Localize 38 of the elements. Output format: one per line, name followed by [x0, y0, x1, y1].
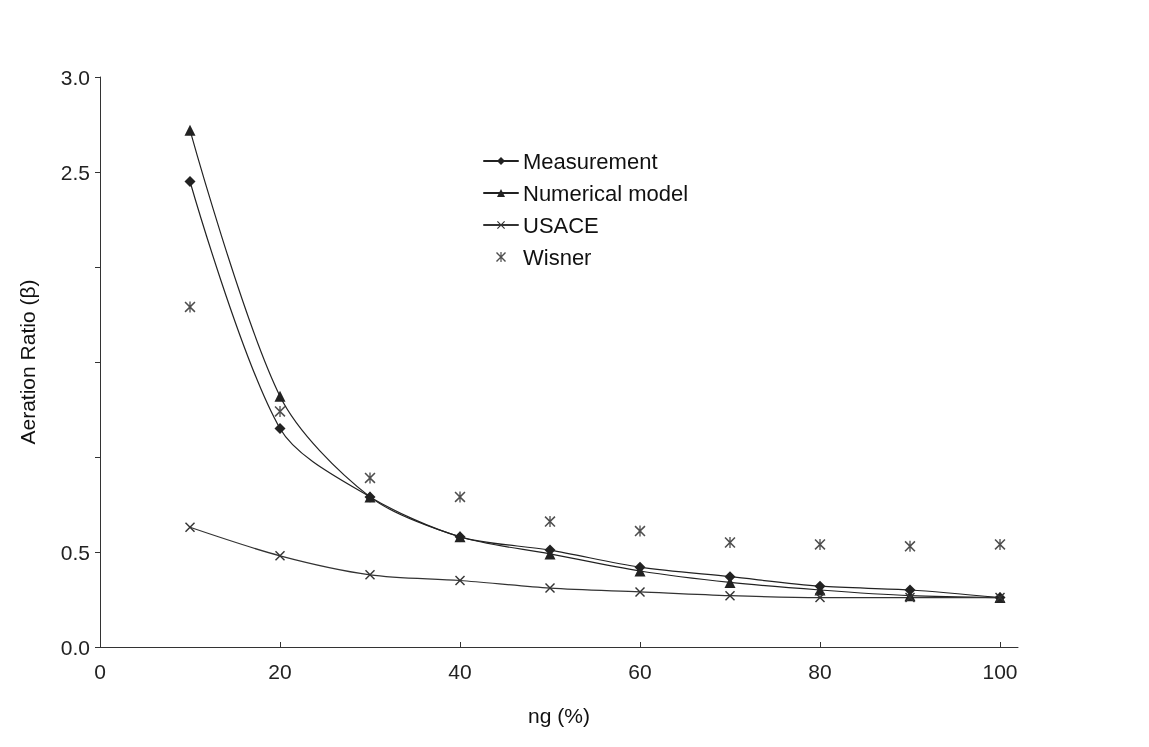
x-tick-label: 100	[982, 660, 1018, 683]
point	[634, 525, 646, 537]
legend-label: Measurement	[523, 148, 658, 174]
point	[814, 538, 826, 550]
point	[365, 569, 375, 580]
point	[364, 472, 376, 484]
x-tick-label: 0	[94, 660, 106, 683]
point	[815, 592, 825, 603]
x-tick-label: 80	[808, 660, 832, 683]
point	[994, 538, 1006, 550]
point	[184, 176, 196, 187]
point	[274, 423, 286, 434]
legend-label: USACE	[523, 212, 599, 238]
point	[184, 301, 196, 313]
point	[544, 516, 556, 528]
x-axis-title: ng (%)	[528, 704, 590, 727]
y-tick-label: 0.0	[60, 635, 90, 659]
point	[635, 586, 645, 597]
y-tick-label: 3.0	[60, 65, 90, 89]
point	[185, 522, 195, 533]
point	[184, 124, 196, 136]
y-tick-label: 0.5	[60, 540, 90, 564]
point	[725, 590, 735, 601]
point	[904, 540, 916, 552]
legend-label: Numerical model	[523, 180, 689, 206]
x-tick-label: 60	[628, 660, 652, 683]
point	[274, 405, 286, 417]
x-tick-label: 40	[448, 660, 472, 683]
x-tick-label: 20	[268, 660, 292, 683]
point	[275, 550, 285, 561]
legend-label: Wisner	[523, 244, 592, 270]
point	[274, 390, 286, 402]
point	[455, 575, 465, 586]
y-axis-title: Aeration Ratio (β)	[16, 279, 39, 445]
y-tick-label: 2.5	[60, 160, 90, 184]
point	[545, 583, 555, 594]
point	[724, 537, 736, 548]
point	[454, 491, 466, 503]
